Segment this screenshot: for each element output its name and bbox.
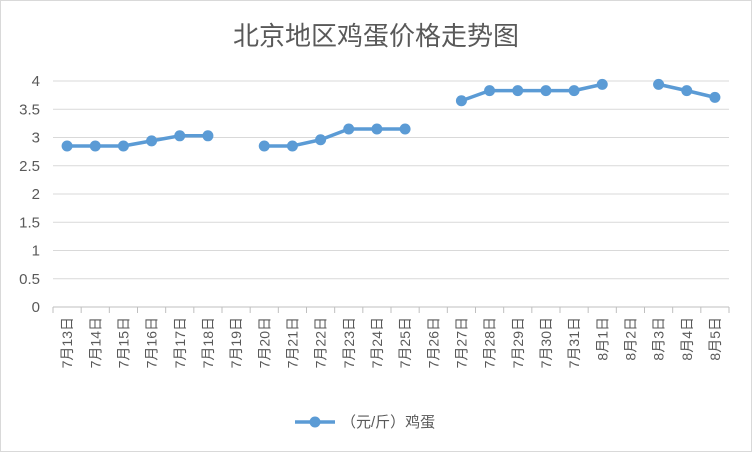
x-tick-label: 8月2日: [622, 317, 638, 361]
series-layer: [61, 78, 721, 152]
x-tick-label: 7月24日: [369, 317, 385, 368]
data-point: [315, 134, 327, 146]
data-point: [512, 85, 524, 97]
x-tick-label: 8月5日: [707, 317, 723, 361]
y-tick-label: 0.5: [19, 271, 40, 288]
y-tick-label: 1.5: [19, 214, 40, 231]
data-point: [343, 123, 355, 135]
legend-label: （元/斤）鸡蛋: [341, 414, 435, 431]
x-tick-label: 7月17日: [172, 317, 188, 368]
y-tick-label: 3: [32, 130, 40, 147]
y-tick-label: 1: [32, 243, 40, 260]
data-point: [653, 78, 665, 90]
data-point: [455, 95, 467, 107]
data-point: [174, 130, 186, 142]
x-tick-label: 7月20日: [256, 317, 272, 368]
data-point: [371, 123, 383, 135]
y-tick-label: 2.5: [19, 158, 40, 175]
y-axis-ticks: 0 0.5 1 1.5 2 2.5 3 3.5 4: [19, 73, 40, 316]
data-point: [399, 123, 411, 135]
x-tick-label: 7月23日: [341, 317, 357, 368]
data-point: [286, 140, 298, 152]
legend: （元/斤）鸡蛋: [295, 414, 435, 431]
x-tick-label: 7月25日: [397, 317, 413, 368]
data-point: [484, 85, 496, 97]
x-tick-label: 7月14日: [87, 317, 103, 368]
x-tick-label: 7月18日: [200, 317, 216, 368]
y-tick-label: 3.5: [19, 101, 40, 118]
x-tick-label: 8月1日: [594, 317, 610, 361]
x-tick-label: 8月3日: [651, 317, 667, 361]
x-tick-label: 7月16日: [144, 317, 160, 368]
x-axis-ticks: 7月13日 7月14日 7月15日 7月16日 7月17日 7月18日 7月19日 7月20日…: [52, 307, 730, 368]
x-tick-label: 7月31日: [566, 317, 582, 368]
data-point: [89, 140, 101, 152]
data-point: [117, 140, 129, 152]
y-tick-label: 0: [32, 299, 40, 316]
gridlines: [53, 80, 729, 308]
y-tick-label: 4: [32, 73, 40, 90]
x-tick-label: 7月28日: [482, 317, 498, 368]
x-tick-label: 7月22日: [313, 317, 329, 368]
x-tick-label: 7月29日: [510, 317, 526, 368]
data-point: [61, 140, 73, 152]
y-tick-label: 2: [32, 186, 40, 203]
chart-title: 北京地区鸡蛋价格走势图: [233, 21, 519, 51]
data-point: [568, 85, 580, 97]
data-point: [681, 85, 693, 97]
data-point: [202, 130, 214, 142]
x-tick-label: 7月27日: [453, 317, 469, 368]
x-tick-label: 7月15日: [115, 317, 131, 368]
legend-point-marker: [309, 416, 321, 428]
series-line: [459, 82, 604, 103]
x-tick-label: 7月13日: [59, 317, 75, 368]
x-tick-label: 8月4日: [679, 317, 695, 361]
x-tick-label: 7月19日: [228, 317, 244, 368]
data-point: [540, 85, 552, 97]
x-tick-label: 7月26日: [425, 317, 441, 368]
data-point: [146, 135, 158, 147]
data-point: [596, 78, 608, 90]
x-tick-label: 7月21日: [284, 317, 300, 368]
data-point: [709, 91, 721, 103]
data-point: [258, 140, 270, 152]
x-tick-label: 7月30日: [538, 317, 554, 368]
